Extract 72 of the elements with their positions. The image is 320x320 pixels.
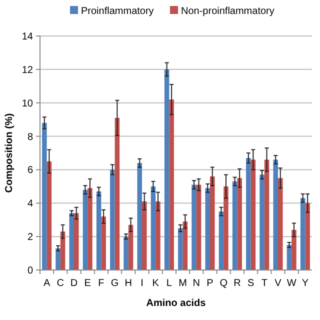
x-tick-label: K <box>152 278 160 289</box>
bar <box>224 186 228 270</box>
x-tick-label: D <box>70 278 78 289</box>
bar <box>250 160 256 270</box>
x-tick-label: P <box>206 278 214 289</box>
bar <box>101 216 106 270</box>
y-tick-label: 12 <box>22 64 34 76</box>
x-tick-label: H <box>124 278 132 289</box>
y-tick-label: 0 <box>27 266 34 276</box>
y-axis-title: Composition (%) <box>4 113 15 193</box>
bar <box>56 248 60 270</box>
x-axis-title: Amino acids <box>146 298 206 309</box>
bar <box>192 184 196 270</box>
legend-label: Proinflammatory <box>81 6 154 17</box>
bar <box>156 201 160 270</box>
legend-label: Non-proinflammatory <box>181 6 274 17</box>
x-tick-label: C <box>56 278 64 289</box>
bar <box>110 170 115 270</box>
x-tick-label: S <box>247 278 254 289</box>
bar <box>69 213 74 270</box>
bar <box>210 176 215 270</box>
x-tick-label: M <box>178 278 187 289</box>
bar <box>124 236 128 270</box>
bar <box>237 178 242 270</box>
y-tick-label: 6 <box>27 165 34 176</box>
bar <box>246 158 251 270</box>
bar <box>196 184 202 270</box>
y-tick-label: 14 <box>22 32 34 42</box>
bar <box>114 118 120 270</box>
bar <box>74 213 79 270</box>
bar <box>273 160 278 270</box>
bar <box>182 222 188 270</box>
x-tick-label: V <box>274 278 282 289</box>
x-tick-label: T <box>261 278 268 289</box>
x-tick-label: N <box>192 278 200 289</box>
bar <box>278 178 283 270</box>
bar <box>260 174 264 270</box>
bar <box>46 161 52 270</box>
bar <box>142 201 147 270</box>
y-tick-label: 2 <box>27 232 34 244</box>
x-tick-label: A <box>43 278 50 289</box>
bar <box>137 163 142 270</box>
x-tick-label: E <box>84 278 92 289</box>
x-tick-label: R <box>234 278 241 289</box>
bar <box>205 188 210 270</box>
y-tick-label: 8 <box>27 132 34 143</box>
bar <box>305 203 310 270</box>
bar <box>264 160 270 270</box>
bar <box>286 244 292 270</box>
x-tick-label: G <box>110 278 119 289</box>
bar <box>96 191 102 270</box>
x-tick-label: L <box>166 278 172 289</box>
y-tick-label: 10 <box>22 98 34 110</box>
x-tick-label: Y <box>302 278 309 289</box>
bar <box>60 232 66 270</box>
x-tick-label: F <box>98 278 104 289</box>
x-tick-label: Q <box>220 278 228 289</box>
bar <box>150 186 156 270</box>
bar <box>42 122 47 270</box>
y-tick-label: 4 <box>27 198 34 210</box>
bar <box>178 228 183 270</box>
bar <box>292 230 296 270</box>
bar <box>128 224 134 270</box>
bar <box>82 190 88 270</box>
bar <box>88 188 92 270</box>
bar <box>232 181 238 270</box>
bar <box>164 69 170 270</box>
bar <box>169 100 174 270</box>
bar <box>300 198 306 270</box>
x-tick-label: W <box>286 278 297 289</box>
x-tick-label: I <box>140 278 144 289</box>
bar <box>218 212 224 270</box>
